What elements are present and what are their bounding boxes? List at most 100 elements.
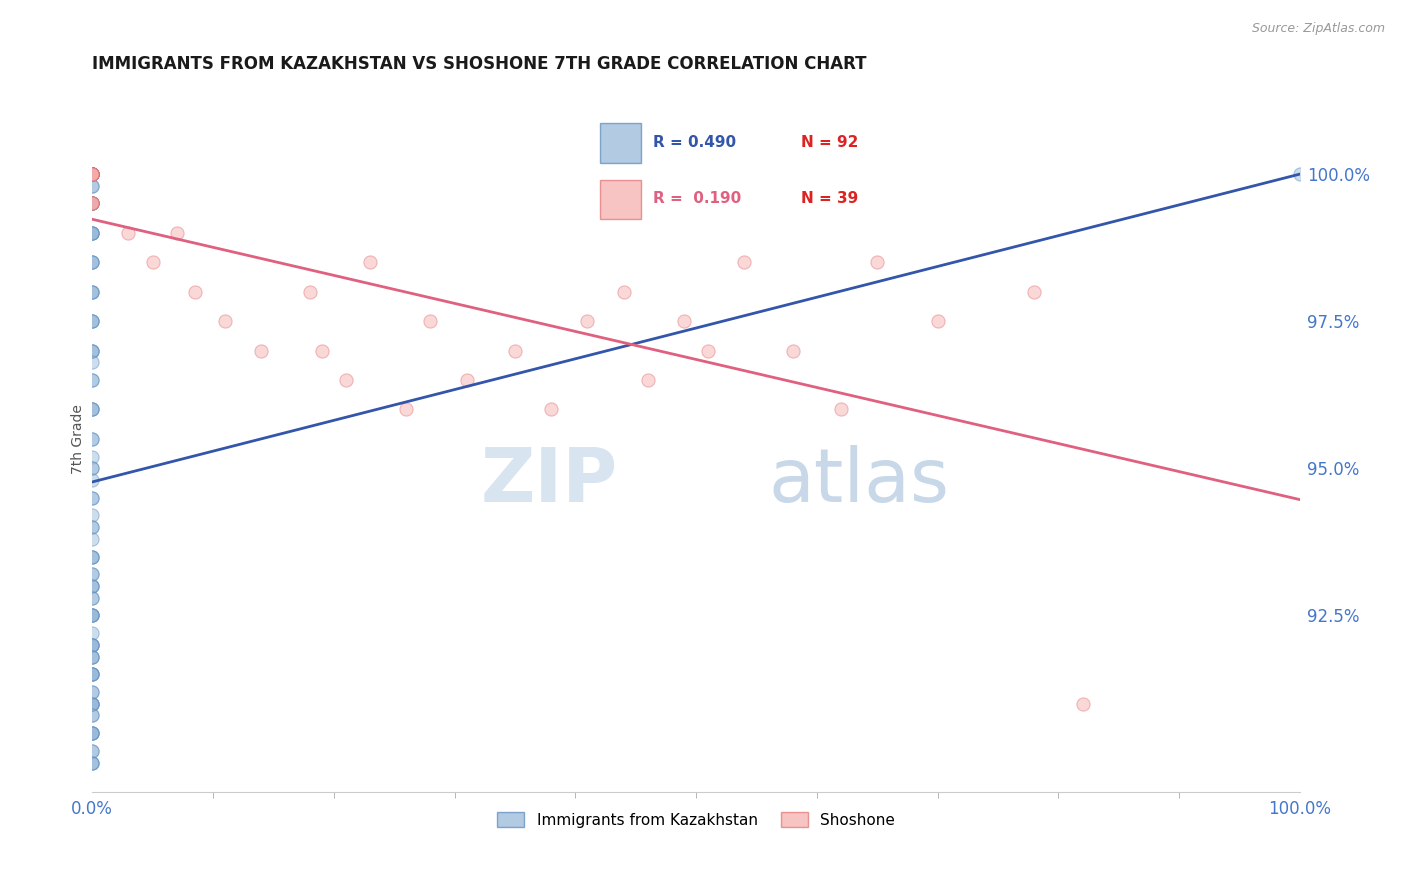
Point <box>82 343 104 358</box>
Point <box>335 373 357 387</box>
Text: atlas: atlas <box>769 445 949 517</box>
Point <box>82 343 104 358</box>
Point <box>613 285 636 299</box>
Point <box>82 649 104 664</box>
Point <box>82 167 104 181</box>
Point <box>82 697 104 711</box>
Point <box>576 314 599 328</box>
Point <box>82 685 104 699</box>
Point <box>82 226 104 240</box>
Point <box>82 178 104 193</box>
Point <box>82 167 104 181</box>
Point <box>82 196 104 211</box>
Point <box>82 461 104 475</box>
Point <box>82 608 104 623</box>
Point <box>82 726 104 740</box>
Point <box>540 402 562 417</box>
Point <box>82 196 104 211</box>
Point <box>82 667 104 681</box>
Point <box>82 196 104 211</box>
Point <box>395 402 418 417</box>
Point <box>82 167 104 181</box>
Point <box>733 255 755 269</box>
Point <box>82 726 104 740</box>
Point <box>82 579 104 593</box>
Point <box>82 226 104 240</box>
Point <box>82 744 104 758</box>
Point <box>82 591 104 605</box>
Point <box>82 314 104 328</box>
Point <box>82 450 104 464</box>
Point <box>82 549 104 564</box>
Y-axis label: 7th Grade: 7th Grade <box>72 404 86 474</box>
Point <box>82 491 104 505</box>
Point <box>82 167 104 181</box>
Point <box>637 373 659 387</box>
Point <box>82 432 104 446</box>
Point <box>927 314 949 328</box>
Point <box>82 579 104 593</box>
Point <box>82 167 104 181</box>
Point <box>82 549 104 564</box>
Point <box>82 638 104 652</box>
Point <box>82 726 104 740</box>
Point <box>82 532 104 546</box>
Point <box>419 314 441 328</box>
Point <box>82 167 104 181</box>
Point <box>82 708 104 723</box>
Point <box>456 373 478 387</box>
Point <box>82 285 104 299</box>
Point <box>82 726 104 740</box>
Point <box>82 638 104 652</box>
Point <box>82 756 104 770</box>
Point <box>82 167 104 181</box>
Point <box>82 178 104 193</box>
Point <box>82 567 104 582</box>
Point <box>82 196 104 211</box>
Point <box>359 255 381 269</box>
Point <box>184 285 207 299</box>
Point <box>311 343 333 358</box>
Point <box>82 432 104 446</box>
Point <box>82 756 104 770</box>
Point <box>866 255 889 269</box>
Point <box>1071 697 1094 711</box>
Point <box>82 196 104 211</box>
Point <box>82 626 104 640</box>
Text: IMMIGRANTS FROM KAZAKHSTAN VS SHOSHONE 7TH GRADE CORRELATION CHART: IMMIGRANTS FROM KAZAKHSTAN VS SHOSHONE 7… <box>93 55 866 73</box>
Point <box>82 685 104 699</box>
Point <box>82 355 104 369</box>
Point <box>82 638 104 652</box>
Point <box>82 520 104 534</box>
Point <box>1289 167 1312 181</box>
Point <box>82 608 104 623</box>
Point <box>82 167 104 181</box>
Point <box>82 373 104 387</box>
Point <box>82 608 104 623</box>
Point <box>82 667 104 681</box>
Point <box>82 667 104 681</box>
Point <box>830 402 852 417</box>
Point <box>82 520 104 534</box>
Text: Source: ZipAtlas.com: Source: ZipAtlas.com <box>1251 22 1385 36</box>
Text: ZIP: ZIP <box>481 445 617 517</box>
Point <box>82 508 104 523</box>
Point <box>503 343 526 358</box>
Point <box>82 579 104 593</box>
Point <box>82 667 104 681</box>
Point <box>82 167 104 181</box>
Point <box>672 314 695 328</box>
Point <box>82 549 104 564</box>
Point <box>250 343 273 358</box>
Point <box>214 314 236 328</box>
Point <box>82 196 104 211</box>
Point <box>82 461 104 475</box>
Point <box>298 285 321 299</box>
Point <box>82 697 104 711</box>
Point <box>82 314 104 328</box>
Point <box>82 373 104 387</box>
Point <box>82 167 104 181</box>
Point <box>82 226 104 240</box>
Point <box>82 591 104 605</box>
Point <box>82 649 104 664</box>
